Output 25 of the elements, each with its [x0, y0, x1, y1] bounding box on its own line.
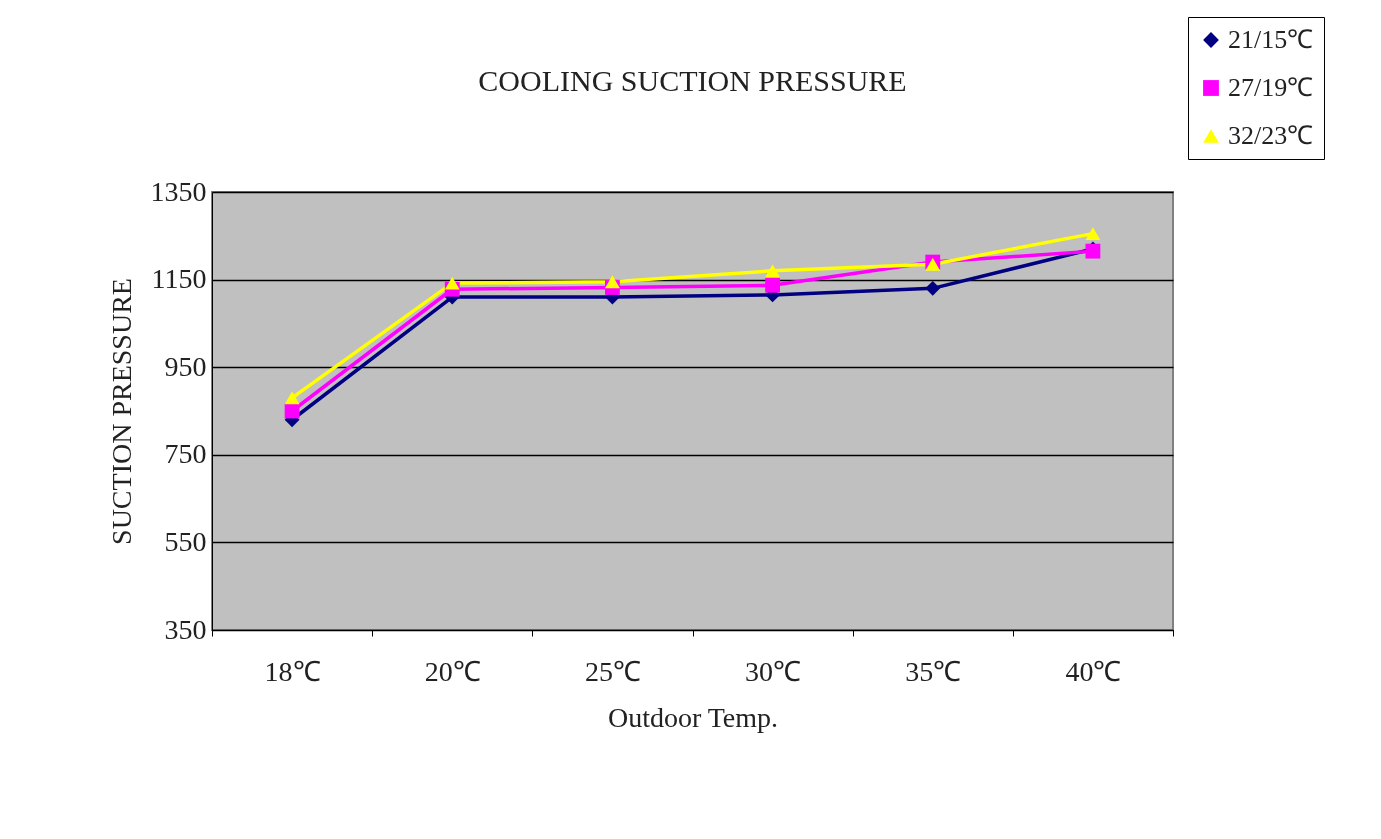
point	[1085, 227, 1101, 241]
y-tick-label: 1150	[151, 263, 207, 295]
point	[605, 275, 620, 289]
point	[444, 276, 460, 290]
x-tick-label: 25℃	[584, 655, 641, 687]
point	[765, 264, 780, 278]
y-tick-label: 950	[164, 350, 207, 382]
point	[925, 280, 941, 296]
x-tick-label: 40℃	[1065, 655, 1122, 687]
point	[284, 391, 300, 405]
legend-label: 27/19℃	[1228, 73, 1314, 102]
x-tick-label: 35℃	[905, 655, 962, 687]
x-tick-label: 30℃	[745, 655, 802, 687]
y-tick-label: 350	[164, 613, 207, 645]
chart-title: COOLING SUCTION PRESSURE	[478, 64, 907, 97]
point	[765, 277, 780, 293]
x-axis-title: Outdoor Temp.	[607, 701, 779, 733]
y-tick-label: 1350	[150, 175, 207, 207]
legend-label: 21/15℃	[1228, 25, 1314, 54]
x-tick-label: 18℃	[264, 655, 321, 687]
y-axis-title: SUCTION PRESSURE	[105, 278, 137, 545]
y-tick-label: 550	[164, 525, 207, 557]
y-tick-label: 750	[164, 438, 207, 470]
legend-label: 32/23℃	[1228, 121, 1314, 150]
x-tick-label: 20℃	[424, 655, 481, 687]
